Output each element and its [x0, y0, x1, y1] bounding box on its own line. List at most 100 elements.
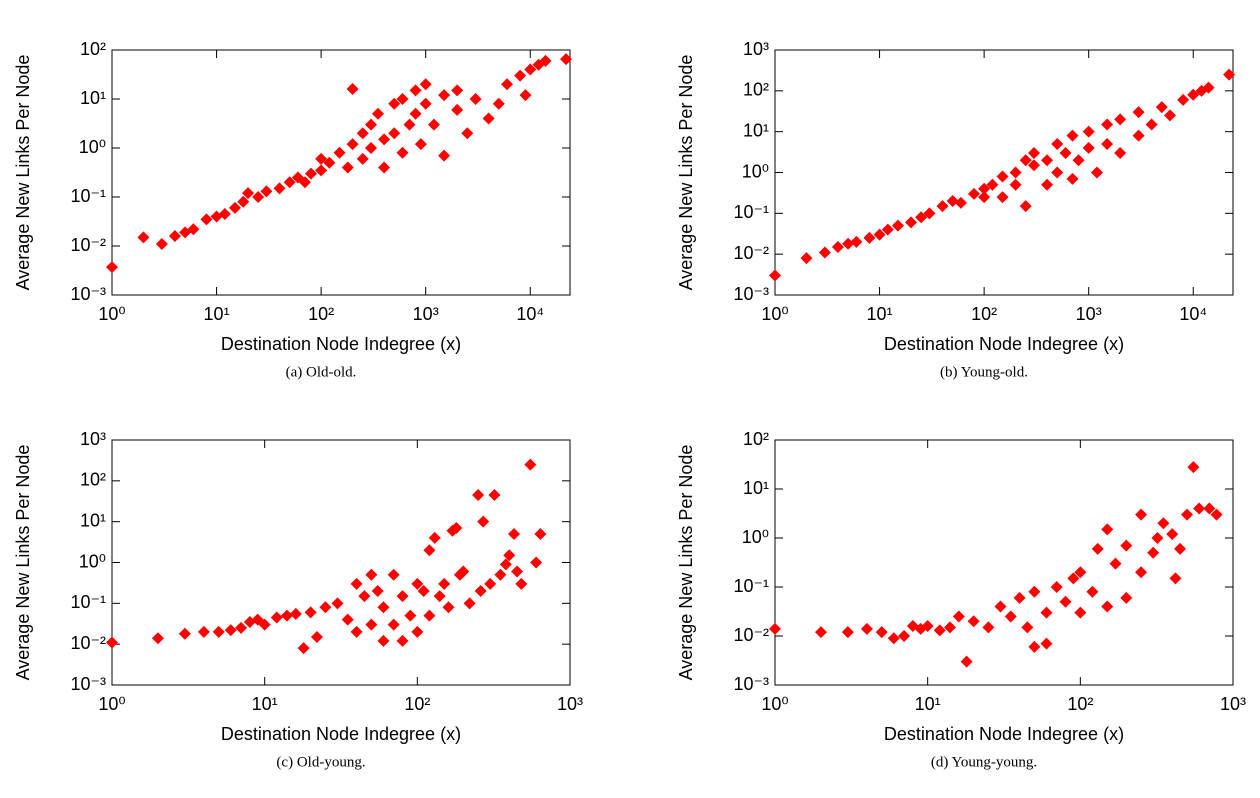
- point: [1169, 572, 1182, 585]
- x-tick-label: 10³: [1076, 304, 1102, 324]
- point: [1019, 154, 1032, 167]
- point: [365, 618, 378, 631]
- y-tick-label: 10⁻³: [733, 284, 769, 304]
- point: [319, 601, 332, 614]
- point: [1067, 572, 1080, 585]
- point: [499, 558, 512, 571]
- x-tick-label: 10³: [1220, 694, 1246, 714]
- point: [358, 590, 371, 603]
- point: [800, 252, 813, 265]
- point: [1135, 508, 1148, 521]
- x-tick-label: 10⁰: [761, 304, 788, 324]
- point: [1074, 606, 1087, 619]
- point: [242, 187, 255, 200]
- point: [178, 627, 191, 640]
- point: [197, 625, 210, 638]
- x-tick-label: 10⁰: [761, 694, 788, 714]
- y-tick-label: 10¹: [80, 88, 106, 108]
- point: [237, 195, 250, 208]
- point: [818, 246, 831, 259]
- point: [423, 544, 436, 557]
- point: [417, 585, 430, 598]
- point: [404, 609, 417, 622]
- point: [260, 185, 273, 198]
- point: [530, 556, 543, 569]
- point: [1040, 606, 1053, 619]
- point: [1109, 557, 1122, 570]
- point: [224, 624, 237, 637]
- point: [283, 176, 296, 189]
- point: [1059, 147, 1072, 160]
- point: [423, 609, 436, 622]
- point: [881, 223, 894, 236]
- point: [472, 488, 485, 501]
- y-tick-label: 10²: [80, 39, 106, 59]
- point: [898, 630, 911, 642]
- point: [1041, 178, 1054, 191]
- point: [978, 182, 991, 195]
- point: [1157, 517, 1170, 530]
- point: [463, 597, 476, 610]
- point: [524, 63, 537, 76]
- x-tick-label: 10¹: [252, 694, 278, 714]
- point: [151, 632, 164, 645]
- x-axis-label: Destination Node Indegree (x): [884, 334, 1124, 354]
- point: [1174, 542, 1187, 555]
- point: [273, 182, 286, 195]
- point: [187, 223, 200, 236]
- point: [850, 235, 863, 248]
- x-tick-label: 10⁴: [1179, 304, 1207, 324]
- point: [403, 118, 416, 131]
- point: [451, 84, 464, 97]
- point: [1086, 585, 1099, 598]
- y-tick-label: 10⁻¹: [70, 592, 106, 612]
- plot-frame: [111, 439, 571, 686]
- caption: (d) Young-young.: [931, 754, 1037, 770]
- point: [218, 207, 231, 220]
- point: [936, 200, 949, 213]
- point: [1132, 129, 1145, 142]
- point: [474, 585, 487, 598]
- y-tick-label: 10⁰: [742, 161, 769, 181]
- point: [438, 577, 451, 590]
- point: [387, 618, 400, 631]
- point: [494, 568, 507, 581]
- point: [411, 577, 424, 590]
- point: [873, 228, 886, 241]
- point: [106, 636, 118, 649]
- x-tick-label: 10⁴: [516, 304, 544, 324]
- y-tick-label: 10⁰: [79, 551, 106, 571]
- point: [915, 211, 928, 224]
- point: [841, 626, 854, 639]
- point: [986, 178, 999, 191]
- point: [933, 624, 946, 637]
- y-axis-label: Average New Links Per Node: [13, 445, 33, 681]
- point: [1181, 508, 1194, 521]
- point: [1021, 621, 1034, 634]
- point: [411, 625, 424, 638]
- point: [378, 161, 391, 174]
- point: [539, 54, 552, 67]
- point: [477, 515, 490, 528]
- point: [1193, 502, 1206, 515]
- y-tick-label: 10⁻¹: [70, 186, 106, 206]
- point: [377, 601, 390, 614]
- x-tick-label: 10³: [413, 304, 439, 324]
- point: [298, 176, 311, 189]
- point: [310, 630, 323, 643]
- point: [1019, 200, 1032, 213]
- point: [503, 549, 516, 562]
- point: [461, 127, 474, 140]
- x-tick-label: 10²: [308, 304, 334, 324]
- x-tick-label: 10¹: [867, 304, 893, 324]
- point: [769, 622, 781, 635]
- point: [511, 565, 524, 578]
- point: [346, 138, 359, 151]
- point: [1050, 581, 1063, 593]
- point: [1028, 640, 1041, 653]
- point: [1028, 585, 1041, 598]
- point: [1009, 178, 1022, 191]
- point: [1151, 532, 1164, 544]
- point: [1202, 81, 1215, 94]
